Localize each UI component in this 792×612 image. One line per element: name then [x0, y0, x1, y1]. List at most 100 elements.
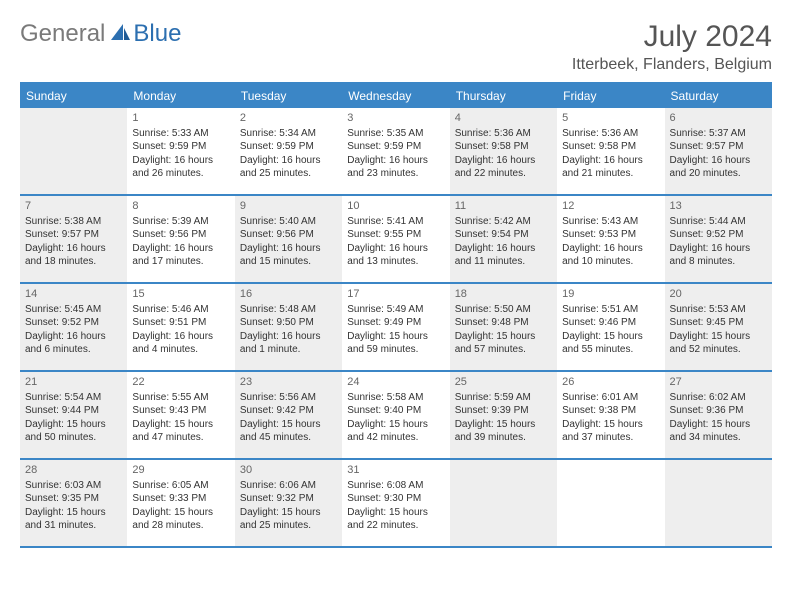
- calendar-cell: 11Sunrise: 5:42 AMSunset: 9:54 PMDayligh…: [450, 196, 557, 282]
- day-number: 9: [240, 199, 337, 214]
- calendar-cell: [665, 460, 772, 546]
- sunset-text: Sunset: 9:57 PM: [670, 140, 767, 154]
- day-number: 14: [25, 287, 122, 302]
- calendar-cell: 31Sunrise: 6:08 AMSunset: 9:30 PMDayligh…: [342, 460, 449, 546]
- week-row: 21Sunrise: 5:54 AMSunset: 9:44 PMDayligh…: [20, 372, 772, 460]
- sunrise-text: Sunrise: 5:43 AM: [562, 215, 659, 229]
- sunrise-text: Sunrise: 5:36 AM: [562, 127, 659, 141]
- daylight-line2: and 45 minutes.: [240, 431, 337, 445]
- sunrise-text: Sunrise: 6:05 AM: [132, 479, 229, 493]
- day-number: 27: [670, 375, 767, 390]
- daylight-line1: Daylight: 15 hours: [562, 330, 659, 344]
- sunrise-text: Sunrise: 5:55 AM: [132, 391, 229, 405]
- day-number: 19: [562, 287, 659, 302]
- day-number: 8: [132, 199, 229, 214]
- daylight-line1: Daylight: 15 hours: [132, 418, 229, 432]
- daylight-line1: Daylight: 15 hours: [132, 506, 229, 520]
- sunrise-text: Sunrise: 5:45 AM: [25, 303, 122, 317]
- calendar-cell: 16Sunrise: 5:48 AMSunset: 9:50 PMDayligh…: [235, 284, 342, 370]
- header: General Blue July 2024 Itterbeek, Flande…: [20, 20, 772, 74]
- week-row: 1Sunrise: 5:33 AMSunset: 9:59 PMDaylight…: [20, 108, 772, 196]
- dayhead: Friday: [557, 84, 664, 108]
- daylight-line2: and 10 minutes.: [562, 255, 659, 269]
- daylight-line1: Daylight: 16 hours: [132, 154, 229, 168]
- sunset-text: Sunset: 9:58 PM: [455, 140, 552, 154]
- sunset-text: Sunset: 9:40 PM: [347, 404, 444, 418]
- daylight-line1: Daylight: 15 hours: [25, 418, 122, 432]
- day-number: 7: [25, 199, 122, 214]
- calendar-cell: 14Sunrise: 5:45 AMSunset: 9:52 PMDayligh…: [20, 284, 127, 370]
- calendar-cell: 12Sunrise: 5:43 AMSunset: 9:53 PMDayligh…: [557, 196, 664, 282]
- daylight-line1: Daylight: 16 hours: [562, 242, 659, 256]
- sunset-text: Sunset: 9:46 PM: [562, 316, 659, 330]
- daylight-line2: and 42 minutes.: [347, 431, 444, 445]
- sunrise-text: Sunrise: 5:40 AM: [240, 215, 337, 229]
- sunrise-text: Sunrise: 5:33 AM: [132, 127, 229, 141]
- calendar-cell: 27Sunrise: 6:02 AMSunset: 9:36 PMDayligh…: [665, 372, 772, 458]
- calendar-cell: 22Sunrise: 5:55 AMSunset: 9:43 PMDayligh…: [127, 372, 234, 458]
- daylight-line1: Daylight: 16 hours: [455, 242, 552, 256]
- daylight-line1: Daylight: 16 hours: [670, 242, 767, 256]
- week-row: 7Sunrise: 5:38 AMSunset: 9:57 PMDaylight…: [20, 196, 772, 284]
- sunset-text: Sunset: 9:59 PM: [347, 140, 444, 154]
- day-number: 3: [347, 111, 444, 126]
- sunset-text: Sunset: 9:56 PM: [132, 228, 229, 242]
- calendar-cell: 26Sunrise: 6:01 AMSunset: 9:38 PMDayligh…: [557, 372, 664, 458]
- day-number: 22: [132, 375, 229, 390]
- day-number: 29: [132, 463, 229, 478]
- dayhead-row: SundayMondayTuesdayWednesdayThursdayFrid…: [20, 84, 772, 108]
- daylight-line1: Daylight: 15 hours: [455, 330, 552, 344]
- sunrise-text: Sunrise: 5:44 AM: [670, 215, 767, 229]
- sunrise-text: Sunrise: 5:49 AM: [347, 303, 444, 317]
- calendar-cell: 23Sunrise: 5:56 AMSunset: 9:42 PMDayligh…: [235, 372, 342, 458]
- daylight-line1: Daylight: 16 hours: [562, 154, 659, 168]
- daylight-line2: and 28 minutes.: [132, 519, 229, 533]
- daylight-line1: Daylight: 15 hours: [455, 418, 552, 432]
- sunset-text: Sunset: 9:35 PM: [25, 492, 122, 506]
- sunrise-text: Sunrise: 5:36 AM: [455, 127, 552, 141]
- daylight-line2: and 31 minutes.: [25, 519, 122, 533]
- daylight-line2: and 21 minutes.: [562, 167, 659, 181]
- sunset-text: Sunset: 9:56 PM: [240, 228, 337, 242]
- sunrise-text: Sunrise: 6:08 AM: [347, 479, 444, 493]
- daylight-line2: and 52 minutes.: [670, 343, 767, 357]
- daylight-line1: Daylight: 15 hours: [347, 330, 444, 344]
- daylight-line2: and 20 minutes.: [670, 167, 767, 181]
- day-number: 15: [132, 287, 229, 302]
- sunrise-text: Sunrise: 5:37 AM: [670, 127, 767, 141]
- daylight-line1: Daylight: 15 hours: [670, 418, 767, 432]
- daylight-line2: and 25 minutes.: [240, 519, 337, 533]
- calendar-cell: 13Sunrise: 5:44 AMSunset: 9:52 PMDayligh…: [665, 196, 772, 282]
- sunset-text: Sunset: 9:43 PM: [132, 404, 229, 418]
- calendar-cell: 28Sunrise: 6:03 AMSunset: 9:35 PMDayligh…: [20, 460, 127, 546]
- daylight-line1: Daylight: 16 hours: [240, 154, 337, 168]
- sunrise-text: Sunrise: 6:01 AM: [562, 391, 659, 405]
- day-number: 17: [347, 287, 444, 302]
- day-number: 6: [670, 111, 767, 126]
- sunset-text: Sunset: 9:55 PM: [347, 228, 444, 242]
- day-number: 13: [670, 199, 767, 214]
- calendar-cell: [450, 460, 557, 546]
- daylight-line1: Daylight: 16 hours: [25, 242, 122, 256]
- daylight-line2: and 17 minutes.: [132, 255, 229, 269]
- daylight-line2: and 25 minutes.: [240, 167, 337, 181]
- calendar-cell: 3Sunrise: 5:35 AMSunset: 9:59 PMDaylight…: [342, 108, 449, 194]
- sunset-text: Sunset: 9:36 PM: [670, 404, 767, 418]
- calendar-cell: 24Sunrise: 5:58 AMSunset: 9:40 PMDayligh…: [342, 372, 449, 458]
- sunrise-text: Sunrise: 5:38 AM: [25, 215, 122, 229]
- sunset-text: Sunset: 9:51 PM: [132, 316, 229, 330]
- calendar-cell: 21Sunrise: 5:54 AMSunset: 9:44 PMDayligh…: [20, 372, 127, 458]
- sunset-text: Sunset: 9:57 PM: [25, 228, 122, 242]
- sunrise-text: Sunrise: 5:41 AM: [347, 215, 444, 229]
- sunrise-text: Sunrise: 5:54 AM: [25, 391, 122, 405]
- daylight-line1: Daylight: 15 hours: [25, 506, 122, 520]
- calendar-cell: 18Sunrise: 5:50 AMSunset: 9:48 PMDayligh…: [450, 284, 557, 370]
- daylight-line2: and 18 minutes.: [25, 255, 122, 269]
- sunset-text: Sunset: 9:38 PM: [562, 404, 659, 418]
- sunrise-text: Sunrise: 5:51 AM: [562, 303, 659, 317]
- daylight-line2: and 11 minutes.: [455, 255, 552, 269]
- day-number: 10: [347, 199, 444, 214]
- sunset-text: Sunset: 9:50 PM: [240, 316, 337, 330]
- sunset-text: Sunset: 9:48 PM: [455, 316, 552, 330]
- daylight-line2: and 23 minutes.: [347, 167, 444, 181]
